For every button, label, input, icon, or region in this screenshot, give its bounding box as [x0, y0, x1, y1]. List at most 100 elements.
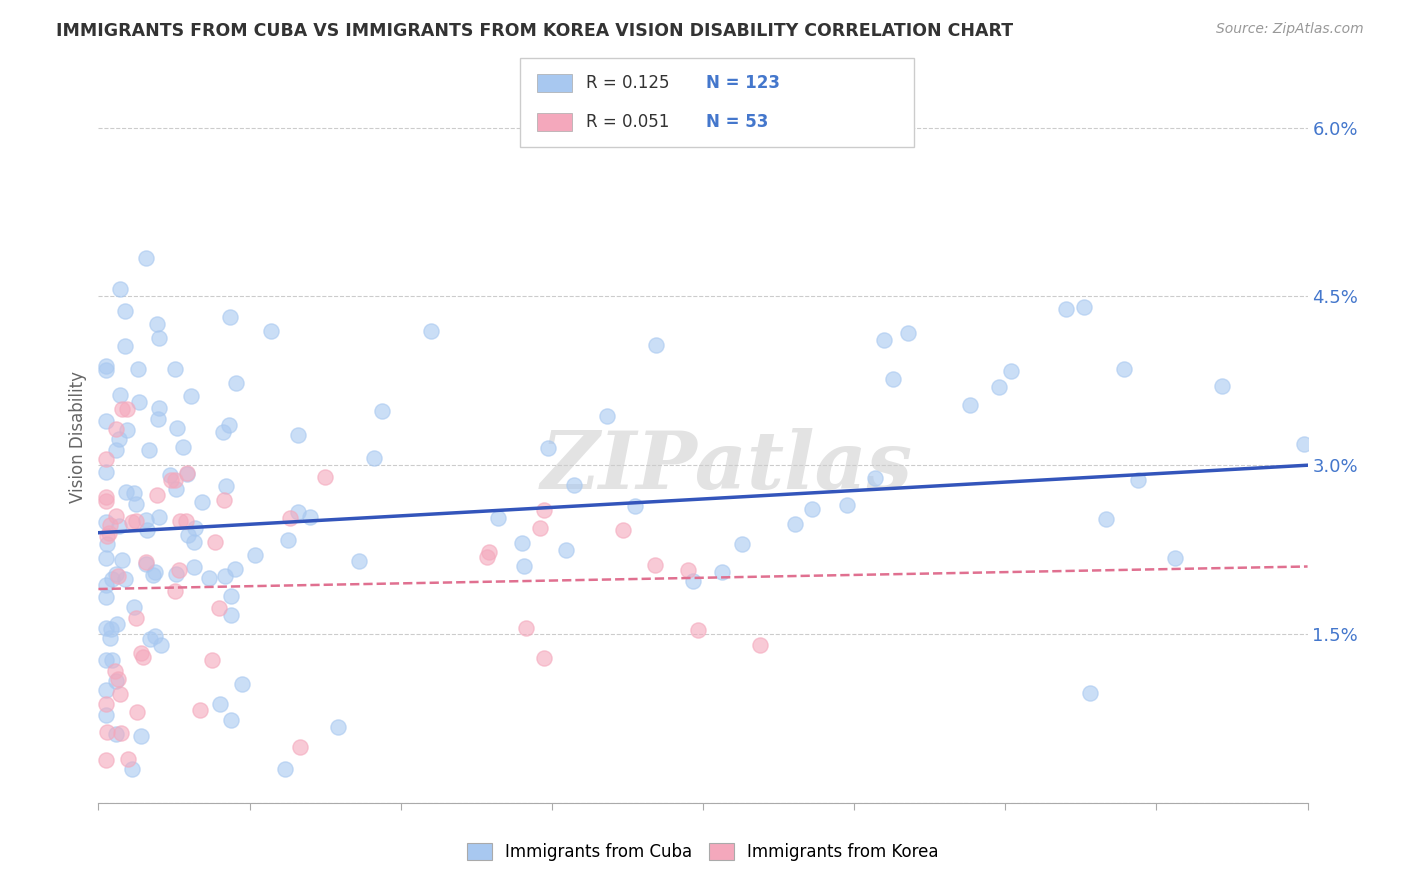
Point [148, 401, 170, 416]
Point [110, 387, 132, 401]
Point [219, 608, 242, 623]
Point [94, 578, 117, 592]
Point [198, 571, 221, 585]
Point [143, 629, 166, 643]
Point [105, 421, 128, 435]
Point [218, 418, 240, 433]
Point [533, 651, 555, 665]
Point [260, 324, 283, 338]
Point [107, 519, 129, 533]
Point [94, 697, 117, 711]
Point [231, 677, 253, 691]
Point [513, 559, 536, 574]
Point [94, 359, 117, 373]
Point [169, 563, 191, 577]
Point [122, 486, 145, 500]
Point [209, 698, 232, 712]
Point [129, 646, 152, 660]
Point [94, 465, 117, 479]
Point [208, 600, 231, 615]
Point [138, 443, 160, 458]
Point [959, 398, 981, 412]
Point [163, 473, 186, 487]
Point [114, 303, 136, 318]
Point [224, 562, 246, 576]
Point [94, 494, 117, 508]
Point [176, 467, 198, 482]
Point [1112, 362, 1135, 376]
Point [221, 713, 243, 727]
Point [135, 558, 157, 572]
Point [165, 583, 187, 598]
Point [176, 466, 198, 480]
Point [370, 404, 392, 418]
Point [125, 496, 148, 510]
Legend: Immigrants from Cuba, Immigrants from Korea: Immigrants from Cuba, Immigrants from Ko… [460, 836, 946, 868]
Point [101, 653, 124, 667]
Point [94, 683, 117, 698]
Point [212, 425, 235, 439]
Point [510, 536, 533, 550]
Point [107, 432, 129, 446]
Point [274, 762, 297, 776]
Point [278, 511, 301, 525]
Point [686, 623, 709, 637]
Point [326, 720, 349, 734]
Point [287, 505, 309, 519]
Text: IMMIGRANTS FROM CUBA VS IMMIGRANTS FROM KOREA VISION DISABILITY CORRELATION CHAR: IMMIGRANTS FROM CUBA VS IMMIGRANTS FROM … [56, 22, 1014, 40]
Point [165, 482, 187, 496]
Point [1292, 436, 1315, 450]
Point [537, 441, 560, 455]
Text: N = 123: N = 123 [706, 74, 780, 92]
Point [94, 414, 117, 428]
Point [98, 631, 121, 645]
Point [183, 535, 205, 549]
Point [172, 441, 194, 455]
Point [515, 621, 537, 635]
Point [159, 468, 181, 483]
Point [125, 610, 148, 624]
Point [475, 549, 498, 564]
Point [159, 473, 181, 487]
Point [555, 543, 578, 558]
Point [298, 509, 321, 524]
Point [1078, 686, 1101, 700]
Point [96, 537, 118, 551]
Point [107, 568, 129, 582]
Point [143, 565, 166, 579]
Point [94, 490, 117, 504]
Point [110, 552, 132, 566]
Point [94, 652, 117, 666]
Point [1163, 551, 1185, 566]
Text: N = 53: N = 53 [706, 113, 768, 131]
Point [865, 471, 887, 485]
Point [1095, 512, 1118, 526]
Text: Source: ZipAtlas.com: Source: ZipAtlas.com [1216, 22, 1364, 37]
Point [108, 282, 131, 296]
Point [215, 479, 238, 493]
Point [94, 550, 117, 565]
Point [132, 650, 155, 665]
Point [98, 517, 121, 532]
Point [731, 537, 754, 551]
Point [245, 548, 267, 562]
Point [180, 389, 202, 403]
Point [146, 412, 169, 426]
Point [177, 528, 200, 542]
Point [347, 554, 370, 568]
Point [148, 331, 170, 345]
Point [644, 338, 666, 352]
Point [150, 638, 173, 652]
Point [139, 632, 162, 647]
Point [94, 753, 117, 767]
Point [94, 708, 117, 723]
Point [94, 621, 117, 635]
Point [96, 725, 118, 739]
Point [166, 421, 188, 435]
Point [363, 451, 385, 466]
Point [121, 515, 143, 529]
Point [644, 558, 666, 572]
Point [897, 326, 920, 341]
Point [214, 569, 236, 583]
Point [219, 589, 242, 603]
